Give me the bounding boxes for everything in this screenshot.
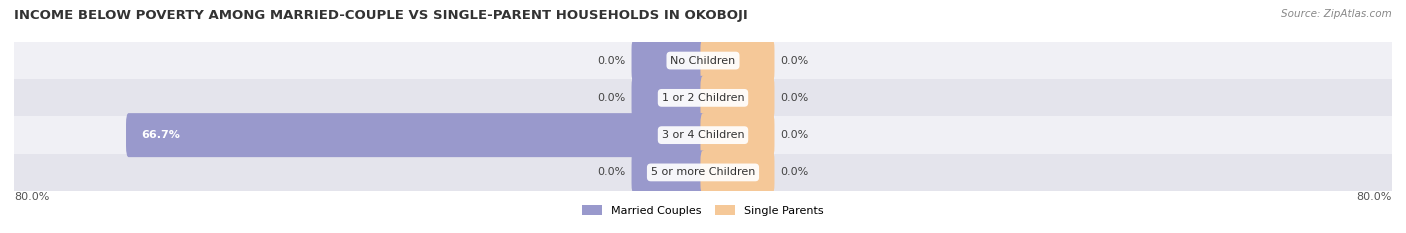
Text: 0.0%: 0.0% (780, 168, 808, 177)
Text: Source: ZipAtlas.com: Source: ZipAtlas.com (1281, 9, 1392, 19)
Text: 80.0%: 80.0% (14, 192, 49, 202)
Text: 0.0%: 0.0% (598, 93, 626, 103)
Text: INCOME BELOW POVERTY AMONG MARRIED-COUPLE VS SINGLE-PARENT HOUSEHOLDS IN OKOBOJI: INCOME BELOW POVERTY AMONG MARRIED-COUPL… (14, 9, 748, 22)
Text: 1 or 2 Children: 1 or 2 Children (662, 93, 744, 103)
Text: 0.0%: 0.0% (598, 56, 626, 65)
Bar (14, 79, 1392, 116)
FancyBboxPatch shape (700, 39, 775, 82)
FancyBboxPatch shape (127, 113, 706, 157)
Legend: Married Couples, Single Parents: Married Couples, Single Parents (581, 203, 825, 218)
FancyBboxPatch shape (700, 113, 775, 157)
Text: 0.0%: 0.0% (780, 93, 808, 103)
FancyBboxPatch shape (700, 151, 775, 194)
FancyBboxPatch shape (700, 76, 775, 120)
Bar (14, 42, 1392, 79)
Text: 5 or more Children: 5 or more Children (651, 168, 755, 177)
Text: 80.0%: 80.0% (1357, 192, 1392, 202)
Text: 3 or 4 Children: 3 or 4 Children (662, 130, 744, 140)
FancyBboxPatch shape (631, 76, 706, 120)
Text: 0.0%: 0.0% (780, 56, 808, 65)
Bar (14, 116, 1392, 154)
Bar (14, 154, 1392, 191)
Text: No Children: No Children (671, 56, 735, 65)
Text: 0.0%: 0.0% (780, 130, 808, 140)
Text: 66.7%: 66.7% (142, 130, 180, 140)
FancyBboxPatch shape (631, 39, 706, 82)
FancyBboxPatch shape (631, 151, 706, 194)
Text: 0.0%: 0.0% (598, 168, 626, 177)
